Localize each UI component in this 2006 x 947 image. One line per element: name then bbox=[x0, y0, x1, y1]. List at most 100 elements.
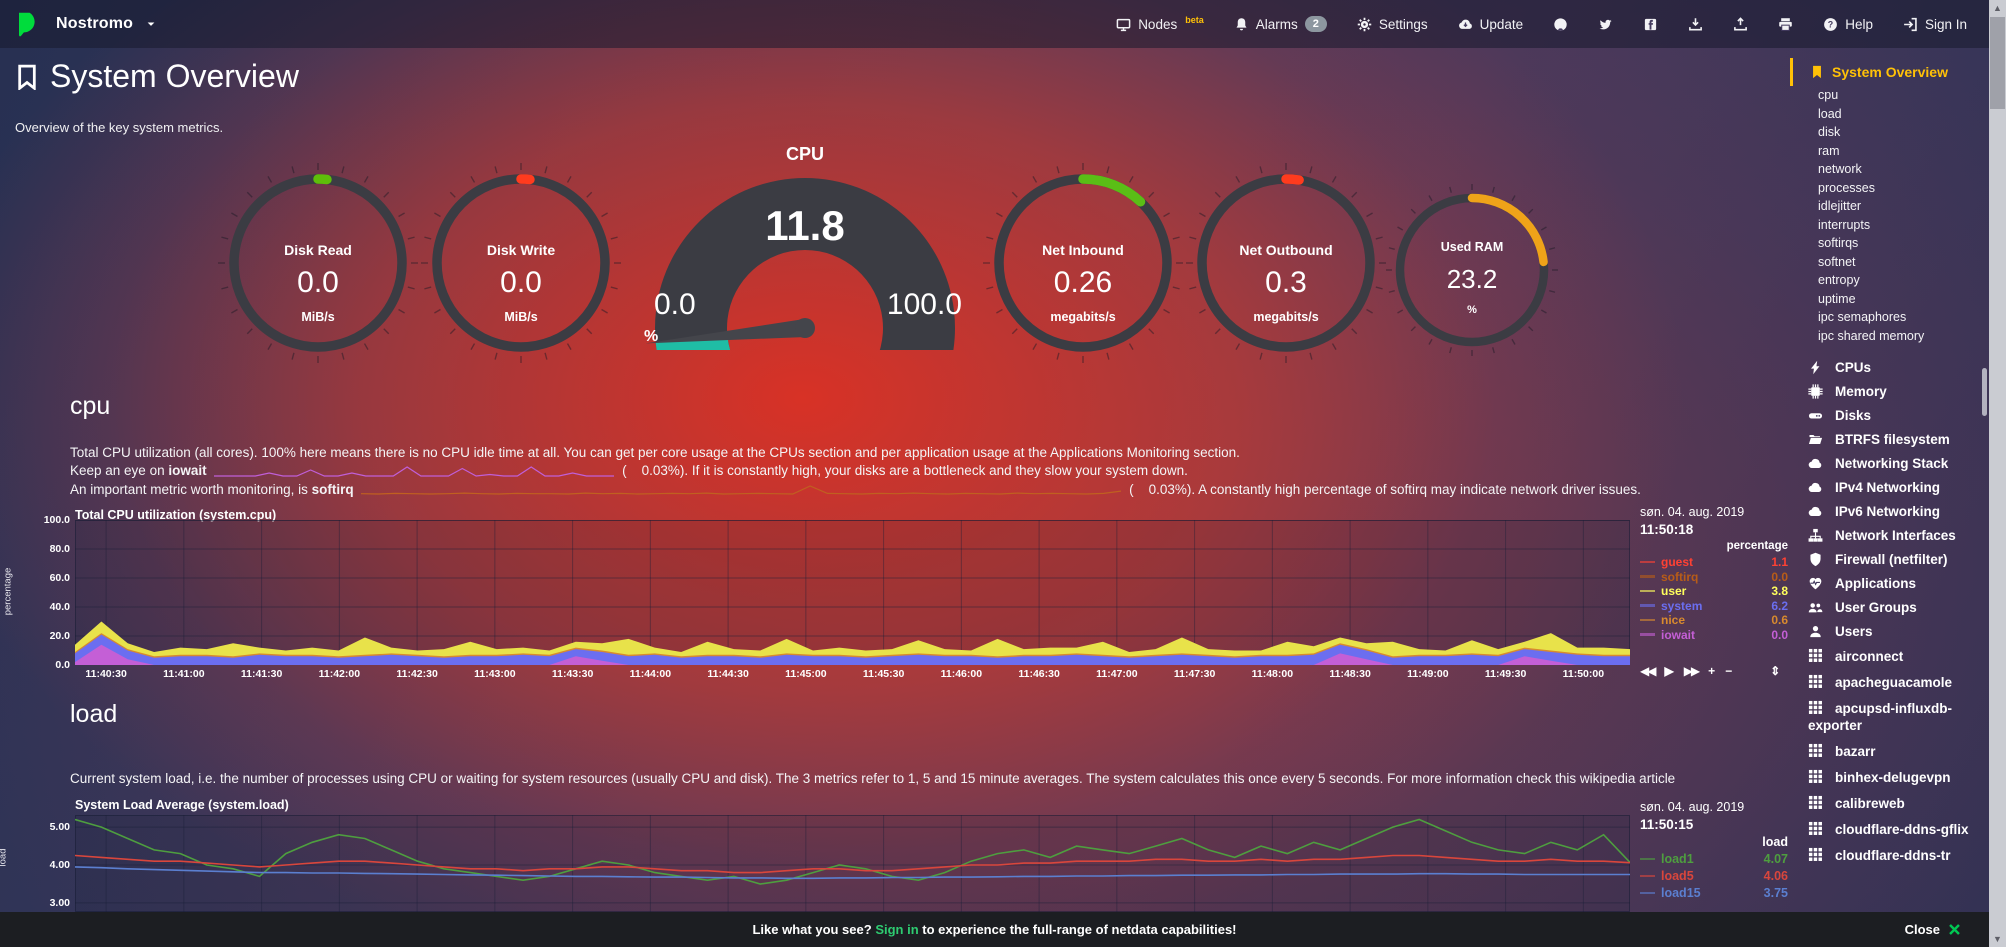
sidebar-subitem-uptime[interactable]: uptime bbox=[1818, 291, 1856, 306]
sidebar-item-ipv4-networking[interactable]: IPv4 Networking bbox=[1790, 475, 1989, 499]
brand[interactable]: Nostromo bbox=[14, 9, 157, 39]
zoom-out-button[interactable]: − bbox=[1725, 664, 1733, 678]
sidebar-subitem-softnet[interactable]: softnet bbox=[1818, 254, 1856, 269]
sidebar-subitem-ram[interactable]: ram bbox=[1818, 143, 1840, 158]
pan-forward-button[interactable]: ▶▶ bbox=[1683, 664, 1701, 678]
net-outbound-gauge[interactable]: Net Outbound 0.3 megabits/s bbox=[1181, 158, 1391, 368]
chart-plot-area[interactable] bbox=[75, 815, 1630, 912]
legend-row-load15[interactable]: load15 3.75 bbox=[1640, 886, 1788, 900]
legend-row-softirq[interactable]: softirq 0.0 bbox=[1640, 570, 1788, 584]
legend-row-load5[interactable]: load5 4.06 bbox=[1640, 869, 1788, 883]
printer-icon bbox=[1778, 17, 1793, 32]
disk-write-gauge[interactable]: Disk Write 0.0 MiB/s bbox=[416, 158, 626, 368]
facebook-icon bbox=[1643, 17, 1658, 32]
sidebar-scrollbar-thumb[interactable] bbox=[1982, 368, 1987, 416]
sidebar-item-applications[interactable]: Applications bbox=[1790, 571, 1989, 595]
signin-banner: Like what you see? Sign in to experience… bbox=[0, 912, 1989, 947]
sidebar-subitem-load[interactable]: load bbox=[1818, 106, 1842, 121]
gauge-unit: MiB/s bbox=[504, 310, 538, 324]
close-banner-button[interactable]: Close bbox=[1905, 922, 1961, 937]
twitter-link[interactable] bbox=[1598, 17, 1613, 32]
twitter-icon bbox=[1598, 17, 1613, 32]
legend-row-load1[interactable]: load1 4.07 bbox=[1640, 852, 1788, 866]
sidebar-subitem-ipc-shared-memory[interactable]: ipc shared memory bbox=[1818, 328, 1925, 343]
x-tick-label: 11:45:00 bbox=[785, 668, 827, 680]
pan-backward-button[interactable]: ◀◀ bbox=[1640, 664, 1657, 678]
hostname-label[interactable]: Nostromo bbox=[56, 15, 134, 32]
sidebar-item-memory[interactable]: Memory bbox=[1790, 379, 1989, 403]
import-button[interactable] bbox=[1688, 17, 1703, 32]
x-tick-label: 11:46:30 bbox=[1018, 668, 1060, 680]
question-circle-icon: ? bbox=[1823, 17, 1838, 32]
scrollbar-thumb[interactable] bbox=[1990, 17, 2005, 109]
sidebar-subitem-idlejitter[interactable]: idlejitter bbox=[1818, 199, 1862, 213]
resize-handle[interactable]: ⇕ bbox=[1770, 664, 1781, 678]
sidebar-item-network-interfaces[interactable]: Network Interfaces bbox=[1790, 523, 1989, 547]
chart-time: 11:50:15 bbox=[1640, 817, 1694, 832]
page-scrollbar[interactable]: ▲ ▼ bbox=[1989, 0, 2006, 947]
sidebar-item-apcupsd-influxdb-exporter[interactable]: apcupsd-influxdb-exporter bbox=[1790, 695, 1989, 738]
sidebar-item-cloudflare-ddns-gflix[interactable]: cloudflare-ddns-gflix bbox=[1790, 816, 1989, 842]
chip-icon bbox=[1808, 383, 1823, 399]
sidebar-item-calibreweb[interactable]: calibreweb bbox=[1790, 790, 1989, 816]
sidebar-item-user-groups[interactable]: User Groups bbox=[1790, 595, 1989, 619]
settings-button[interactable]: Settings bbox=[1357, 17, 1428, 32]
sidebar-item-btrfs-filesystem[interactable]: BTRFS filesystem bbox=[1790, 427, 1989, 451]
play-button[interactable]: ▶ bbox=[1664, 664, 1674, 678]
legend-row-iowait[interactable]: iowait 0.0 bbox=[1640, 628, 1788, 642]
sidebar-item-disks[interactable]: Disks bbox=[1790, 403, 1989, 427]
y-axis-label: percentage bbox=[2, 567, 14, 616]
x-tick-label: 11:50:00 bbox=[1562, 668, 1605, 680]
x-tick-label: 11:49:30 bbox=[1484, 668, 1527, 680]
legend-row-user[interactable]: user 3.8 bbox=[1640, 584, 1788, 598]
sidebar-item-apacheguacamole[interactable]: apacheguacamole bbox=[1790, 669, 1989, 695]
disk-read-gauge[interactable]: Disk Read 0.0 MiB/s bbox=[213, 158, 423, 368]
legend-row-system[interactable]: system 6.2 bbox=[1640, 599, 1788, 613]
print-button[interactable] bbox=[1778, 17, 1793, 32]
alarms-button[interactable]: Alarms 2 bbox=[1234, 16, 1327, 32]
sidebar-subitem-entropy[interactable]: entropy bbox=[1818, 273, 1860, 287]
export-button[interactable] bbox=[1733, 16, 1748, 32]
signin-link[interactable]: Sign in bbox=[875, 922, 919, 937]
sidebar-item-cpus[interactable]: CPUs bbox=[1790, 355, 1989, 379]
sidebar-item-bazarr[interactable]: bazarr bbox=[1790, 738, 1989, 764]
sidebar-subitem-network[interactable]: network bbox=[1818, 162, 1862, 176]
sidebar-subitem-disk[interactable]: disk bbox=[1818, 125, 1841, 139]
sidebar-item-networking-stack[interactable]: Networking Stack bbox=[1790, 451, 1989, 475]
sidebar-item-ipv6-networking[interactable]: IPv6 Networking bbox=[1790, 499, 1989, 523]
zoom-in-button[interactable]: + bbox=[1708, 664, 1716, 678]
legend-swatch bbox=[1640, 891, 1655, 895]
used-ram-gauge[interactable]: Used RAM 23.2 % bbox=[1382, 180, 1562, 360]
legend-row-nice[interactable]: nice 0.6 bbox=[1640, 613, 1788, 627]
sidebar-item-airconnect[interactable]: airconnect bbox=[1790, 643, 1989, 669]
signin-button[interactable]: Sign In bbox=[1903, 17, 1967, 32]
sidebar-subitem-cpu[interactable]: cpu bbox=[1818, 88, 1839, 102]
scrollbar-down-arrow[interactable]: ▼ bbox=[1989, 931, 2006, 947]
sidebar-item-users[interactable]: Users bbox=[1790, 619, 1989, 643]
legend-row-guest[interactable]: guest 1.1 bbox=[1640, 555, 1788, 569]
sidebar-item-firewall-netfilter-[interactable]: Firewall (netfilter) bbox=[1790, 547, 1989, 571]
nodes-button[interactable]: Nodes beta bbox=[1116, 15, 1204, 32]
gear-icon bbox=[1357, 17, 1372, 32]
facebook-link[interactable] bbox=[1643, 17, 1658, 32]
sidebar-subitem-ipc-semaphores[interactable]: ipc semaphores bbox=[1818, 310, 1907, 324]
help-button[interactable]: ? Help bbox=[1823, 17, 1873, 32]
update-button[interactable]: Update bbox=[1458, 17, 1523, 32]
sidebar-sections: CPUs Memory Disks BTRFS filesystem Networkin… bbox=[1790, 355, 1989, 643]
sidebar-item-system-overview[interactable]: System Overview bbox=[1790, 58, 1989, 86]
net-inbound-gauge[interactable]: Net Inbound 0.26 megabits/s bbox=[978, 158, 1188, 368]
sidebar-subitem-processes[interactable]: processes bbox=[1818, 180, 1875, 195]
cpu-gauge[interactable]: CPU 11.8 0.0 100.0 % bbox=[640, 142, 970, 357]
sidebar-subitem-interrupts[interactable]: interrupts bbox=[1818, 217, 1871, 232]
cpu-chart[interactable]: Total CPU utilization (system.cpu) søn. … bbox=[0, 498, 1790, 688]
sidebar-subitem-softirqs[interactable]: softirqs bbox=[1818, 236, 1859, 250]
sidebar-item-cloudflare-ddns-tr[interactable]: cloudflare-ddns-tr bbox=[1790, 842, 1989, 868]
load-chart[interactable]: System Load Average (system.load) søn. 0… bbox=[0, 790, 1790, 947]
scrollbar-up-arrow[interactable]: ▲ bbox=[1989, 0, 2006, 16]
x-tick-label: 11:49:00 bbox=[1407, 668, 1449, 680]
sidebar-item-binhex-delugevpn[interactable]: binhex-delugevpn bbox=[1790, 764, 1989, 790]
github-link[interactable] bbox=[1553, 17, 1568, 32]
chart-plot-area[interactable] bbox=[75, 520, 1630, 665]
hostname-caret-icon[interactable] bbox=[145, 18, 157, 30]
